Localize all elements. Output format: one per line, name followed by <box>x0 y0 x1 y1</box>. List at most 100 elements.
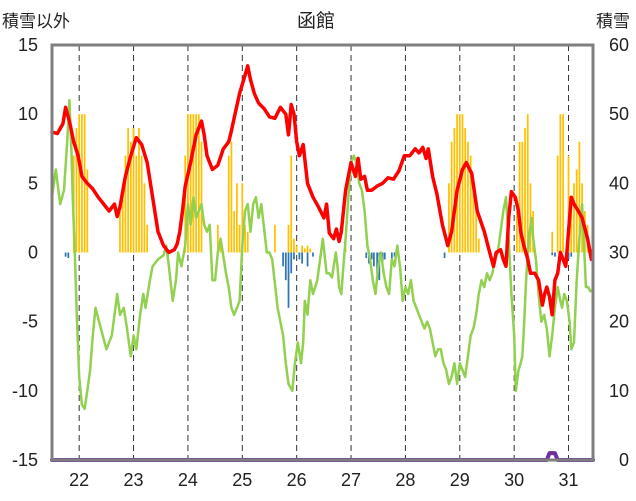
left-tick-label: 5 <box>28 173 38 193</box>
x-tick-label: 26 <box>287 470 307 490</box>
negative-bar-18 <box>383 252 386 260</box>
right-tick-label: 20 <box>609 312 629 332</box>
precip-bar-50 <box>461 114 464 253</box>
negative-bar-15 <box>376 252 379 274</box>
precip-bar-41 <box>303 248 306 253</box>
precip-bar-58 <box>516 211 518 253</box>
negative-bar-14 <box>373 252 375 267</box>
x-tick-label: 31 <box>559 470 579 490</box>
precip-bar-9 <box>127 128 129 253</box>
precip-bar-52 <box>467 141 469 253</box>
precip-bar-33 <box>244 224 246 253</box>
precip-bar-22 <box>195 114 197 253</box>
right-tick-label: 10 <box>609 381 629 401</box>
precip-bar-11 <box>132 128 135 253</box>
precip-bar-13 <box>138 128 140 253</box>
precip-bar-66 <box>556 155 559 253</box>
precip-bar-1 <box>75 128 78 253</box>
precip-bar-21 <box>192 114 195 253</box>
precip-bar-47 <box>453 128 456 253</box>
precip-bar-31 <box>238 224 241 253</box>
precip-bar-51 <box>464 128 467 253</box>
precip-bar-4 <box>83 114 86 253</box>
precip-bar-39 <box>295 245 298 253</box>
precip-bar-6 <box>119 211 121 253</box>
negative-bar-21 <box>443 252 446 259</box>
precip-bar-59 <box>518 141 521 253</box>
left-tick-label: 0 <box>28 243 38 263</box>
precip-bar-43 <box>309 248 312 253</box>
precip-bar-56 <box>477 238 480 253</box>
precip-bar-28 <box>230 141 233 253</box>
precip-bar-67 <box>559 114 562 253</box>
right-tick-label: 0 <box>619 450 629 470</box>
precip-bar-20 <box>189 114 192 253</box>
precip-bar-34 <box>246 231 249 253</box>
precip-bar-30 <box>235 183 238 253</box>
precip-bar-71 <box>573 183 575 253</box>
green-series-line <box>50 99 595 411</box>
precip-bar-53 <box>469 155 472 253</box>
right-tick-label: 60 <box>609 35 629 55</box>
negative-bar-20 <box>393 252 396 257</box>
precip-bar-2 <box>78 114 81 253</box>
left-axis-label: 積雪以外 <box>2 12 70 31</box>
negative-bar-10 <box>312 252 314 257</box>
precip-bar-48 <box>456 114 458 253</box>
negative-bar-8 <box>301 252 303 264</box>
negative-bar-13 <box>370 252 373 260</box>
negative-bar-19 <box>390 252 393 264</box>
negative-bar-2 <box>282 252 284 267</box>
precip-bar-7 <box>121 183 124 253</box>
precip-bar-55 <box>475 211 477 253</box>
x-tick-label: 28 <box>395 470 415 490</box>
negative-bar-25 <box>567 252 570 260</box>
left-tick-label: -15 <box>12 450 38 470</box>
negative-bar-5 <box>290 252 293 274</box>
chart-title: 函館 <box>297 10 335 32</box>
precip-bar-19 <box>187 114 189 253</box>
precip-bar-15 <box>143 183 146 253</box>
left-tick-label: 10 <box>18 104 38 124</box>
precip-bar-65 <box>551 231 554 253</box>
negative-bar-7 <box>298 252 301 260</box>
precip-bar-8 <box>124 155 127 253</box>
precip-bar-29 <box>233 211 236 253</box>
negative-bar-6 <box>293 252 295 260</box>
precip-bar-10 <box>129 141 132 253</box>
negative-bar-26 <box>570 252 573 257</box>
left-tick-label: -5 <box>22 312 38 332</box>
precip-bar-46 <box>450 141 453 253</box>
x-tick-label: 27 <box>341 470 361 490</box>
precip-bar-42 <box>306 245 309 253</box>
precip-bar-27 <box>227 155 230 253</box>
precip-bar-3 <box>81 114 83 253</box>
x-tick-label: 22 <box>69 470 89 490</box>
precip-bar-69 <box>567 155 570 253</box>
left-tick-label: 15 <box>18 35 38 55</box>
x-tick-label: 29 <box>450 470 470 490</box>
gridlines <box>78 45 570 460</box>
negative-bar-1 <box>67 252 70 259</box>
negative-bar-3 <box>284 252 287 281</box>
precip-bar-14 <box>140 155 143 253</box>
precip-bar-54 <box>472 183 475 253</box>
precip-bar-45 <box>448 183 450 253</box>
precip-bar-32 <box>241 183 244 253</box>
precip-bar-5 <box>86 169 89 253</box>
right-tick-label: 50 <box>609 104 629 124</box>
x-tick-label: 30 <box>504 470 524 490</box>
precip-bar-35 <box>274 224 276 253</box>
precip-bar-68 <box>562 114 564 253</box>
negative-bar-9 <box>306 252 309 267</box>
negative-bar-0 <box>64 252 67 257</box>
right-tick-label: 40 <box>609 173 629 193</box>
precip-bar-16 <box>146 224 149 253</box>
x-tick-label: 25 <box>232 470 252 490</box>
precip-bar-73 <box>578 141 581 253</box>
precip-bar-40 <box>301 245 303 253</box>
right-axis-label: 積雪 <box>596 12 630 31</box>
precip-bar-18 <box>184 155 187 253</box>
right-tick-label: 30 <box>609 243 629 263</box>
